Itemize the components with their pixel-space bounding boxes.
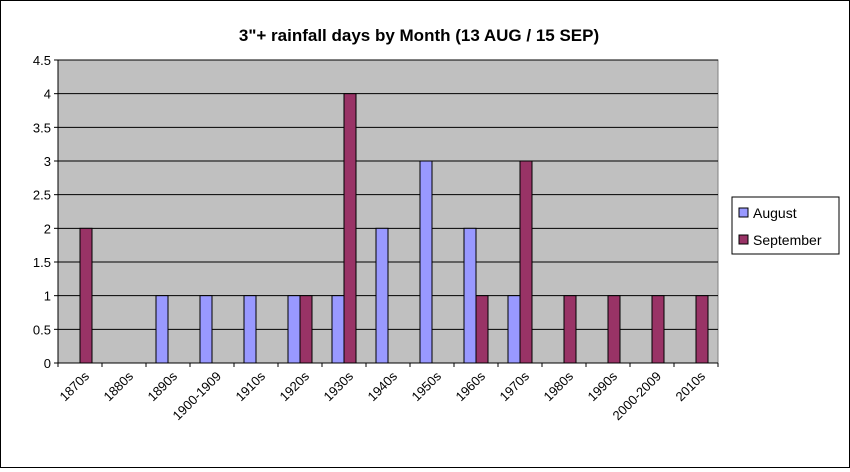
y-tick-label: 4: [44, 87, 51, 102]
y-tick-label: 1: [44, 289, 51, 304]
bar-august-1940s: [375, 227, 389, 364]
bar-august-1930s: [331, 295, 345, 364]
y-tick-label: 4.5: [33, 53, 51, 68]
y-tick-label: 0: [44, 356, 51, 371]
legend-label-september: September: [753, 232, 822, 248]
y-tick-label: 3.5: [33, 120, 51, 135]
bar-august-1970s: [507, 295, 521, 364]
x-tick-label: 1940s: [364, 368, 400, 404]
bar-august-1890s: [155, 295, 169, 364]
bar-august-1910s: [243, 295, 257, 364]
x-tick-label: 1880s: [100, 368, 136, 404]
bar-august-1950s: [419, 160, 433, 364]
bar-september-1980s: [563, 295, 577, 364]
bar-september-1990s: [607, 295, 621, 364]
y-tick-label: 1.5: [33, 255, 51, 270]
x-tick-label: 1930s: [320, 368, 356, 404]
bar-august-1960s: [463, 227, 477, 364]
bar-september-1960s: [475, 295, 489, 364]
x-tick-label: 1870s: [56, 368, 92, 404]
bar-september-2000-2009: [651, 295, 665, 364]
x-tick-label: 1920s: [276, 368, 312, 404]
legend-swatch-august: [738, 207, 749, 218]
legend-box: [731, 196, 840, 255]
x-tick-label: 1960s: [452, 368, 488, 404]
bar-september-1870s: [79, 227, 93, 364]
x-tick-label: 1950s: [408, 368, 444, 404]
x-tick-label: 1970s: [496, 368, 532, 404]
bar-september-2010s: [695, 295, 709, 364]
x-tick-label: 1900-1909: [170, 369, 225, 424]
x-tick-label: 1890s: [144, 368, 180, 404]
y-tick-label: 0.5: [33, 322, 51, 337]
chart-title: 3"+ rainfall days by Month (13 AUG / 15 …: [239, 26, 599, 45]
plot-area: 0 0.5 1 1.5 2 2.5 3 3.5 4 4.5 1870s 1880s 1890s1900-…: [33, 53, 719, 424]
legend: August September: [731, 196, 840, 255]
y-tick-label: 2: [44, 221, 51, 236]
x-tick-label: 1910s: [232, 368, 268, 404]
y-tick-label: 2.5: [33, 188, 51, 203]
bar-september-1970s: [519, 160, 533, 364]
bar-september-1920s: [299, 295, 313, 364]
y-tick-label: 3: [44, 154, 51, 169]
x-tick-label: 1990s: [584, 368, 620, 404]
x-tick-label: 2010s: [672, 368, 708, 404]
x-tick-label: 2000-2009: [610, 369, 665, 424]
legend-label-august: August: [753, 205, 797, 221]
bar-september-1930s: [343, 93, 357, 364]
bar-august-1920s: [287, 295, 301, 364]
x-tick-label: 1980s: [540, 368, 576, 404]
bar-august-1900-1909: [199, 295, 213, 364]
legend-swatch-september: [738, 234, 749, 245]
